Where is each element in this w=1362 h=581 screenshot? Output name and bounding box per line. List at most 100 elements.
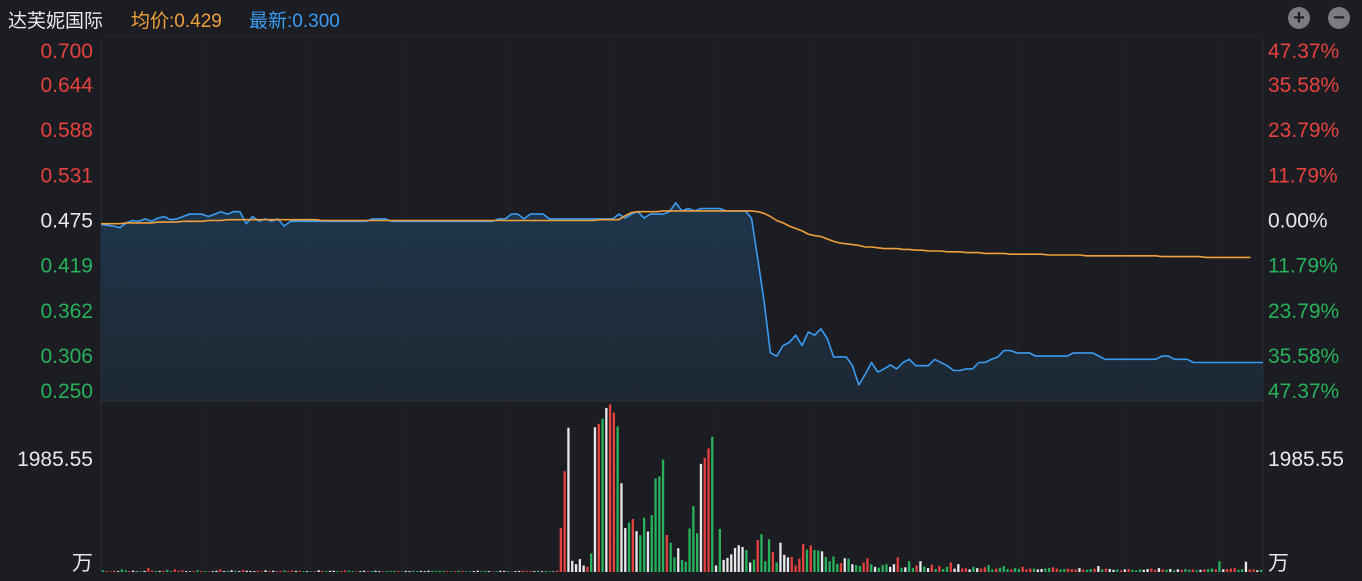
volume-bar <box>351 571 354 572</box>
volume-bar <box>1233 568 1236 572</box>
volume-bar <box>1161 569 1164 572</box>
volume-bar <box>790 556 793 572</box>
volume-bar <box>786 557 790 572</box>
volume-bar <box>802 544 805 572</box>
volume-bar <box>1082 569 1085 572</box>
volume-bar <box>703 457 706 572</box>
volume-bar <box>431 570 434 572</box>
volume-bar <box>340 570 343 572</box>
volume-bar <box>919 561 922 572</box>
volume-bar <box>983 567 986 572</box>
volume-bar <box>1036 569 1039 572</box>
volume-bar <box>839 563 843 572</box>
volume-bar <box>226 570 229 572</box>
volume-bar <box>1241 569 1244 572</box>
volume-bar <box>249 570 252 572</box>
volume-bar <box>1089 569 1092 572</box>
volume-bar <box>268 570 271 572</box>
volume-bar <box>1108 569 1111 572</box>
volume-bar <box>843 558 846 572</box>
volume-bar <box>563 471 566 572</box>
volume-bar <box>306 571 309 572</box>
y-tick-label-left: 0.362 <box>40 300 93 323</box>
volume-bar <box>359 571 362 572</box>
price-area-fill <box>101 202 1263 401</box>
volume-bar <box>1013 568 1017 572</box>
volume-bar <box>1135 570 1138 572</box>
volume-bar <box>699 463 703 572</box>
volume-bar <box>612 412 615 572</box>
volume-bar <box>896 557 899 572</box>
volume-bar <box>979 568 983 572</box>
volume-bar <box>177 570 180 572</box>
volume-bar <box>631 519 634 572</box>
volume-tick-label-left: 1985.55 <box>17 448 93 471</box>
volume-bar <box>930 564 933 572</box>
volume-bar <box>813 550 816 572</box>
volume-bar <box>253 571 256 572</box>
zoom-out-button[interactable]: − <box>1328 7 1350 29</box>
volume-bar <box>139 571 142 572</box>
volume-bar <box>1017 569 1020 572</box>
volume-bar <box>923 566 926 572</box>
volume-bar <box>597 423 600 572</box>
volume-bar <box>1218 561 1221 572</box>
volume-bar <box>635 531 638 572</box>
volume-bar <box>162 570 165 572</box>
volume-bar <box>453 571 457 572</box>
volume-bar <box>491 571 494 572</box>
volume-bar <box>283 570 286 572</box>
volume-bar <box>1154 569 1157 572</box>
volume-bar <box>1225 569 1229 572</box>
zoom-in-button[interactable]: + <box>1288 7 1310 29</box>
volume-bar <box>991 569 994 572</box>
volume-bar <box>321 570 324 572</box>
volume-bar <box>465 571 468 572</box>
volume-bar <box>995 568 998 572</box>
volume-bar <box>1244 561 1248 572</box>
volume-bar <box>400 571 404 572</box>
volume-bar <box>654 478 657 572</box>
volume-bar <box>767 539 771 572</box>
y-tick-label-right: 11.79% <box>1268 165 1338 188</box>
volume-bar <box>646 531 650 572</box>
volume-bar <box>730 554 733 572</box>
volume-bar <box>911 568 915 572</box>
volume-bar <box>828 561 831 572</box>
volume-bar <box>461 570 464 572</box>
volume-bar <box>718 528 721 572</box>
volume-bar <box>1157 568 1161 572</box>
volume-bar <box>605 407 608 572</box>
volume-bar <box>889 566 892 572</box>
volume-bar <box>764 561 767 572</box>
volume-bar <box>711 436 714 572</box>
volume-bar <box>412 570 415 572</box>
volume-bar <box>1199 569 1202 572</box>
volume-bar <box>1055 568 1058 572</box>
volume-bar <box>495 571 498 572</box>
volume-bar <box>574 564 578 572</box>
volume-bar <box>503 570 506 572</box>
volume-bar <box>972 566 975 572</box>
volume-bar <box>272 570 275 572</box>
volume-bar <box>1025 569 1028 572</box>
chart-area: 0.700 47.37% 0.644 35.58% 0.588 23.79% 0.531 11… <box>0 35 1362 576</box>
volume-bar <box>1085 569 1089 572</box>
volume-bar <box>200 570 203 572</box>
volume-bar <box>586 566 589 572</box>
volume-bar <box>733 547 737 572</box>
volume-bar <box>169 571 173 572</box>
volume-bar <box>313 571 316 572</box>
volume-bar <box>113 570 116 572</box>
volume-bar <box>1142 569 1145 572</box>
volume-bar <box>362 570 366 572</box>
y-tick-label-left: 0.419 <box>40 254 93 277</box>
volume-bar <box>1063 569 1066 572</box>
intraday-chart[interactable]: 0.700 47.37% 0.644 35.58% 0.588 23.79% 0.531 11… <box>0 35 1362 576</box>
volume-bar <box>309 571 313 572</box>
volume-bar <box>847 558 850 572</box>
y-tick-label-left: 0.531 <box>40 165 93 188</box>
volume-bar <box>1074 569 1077 572</box>
y-tick-label-right: 35.58% <box>1268 74 1339 97</box>
volume-bar <box>506 571 510 572</box>
